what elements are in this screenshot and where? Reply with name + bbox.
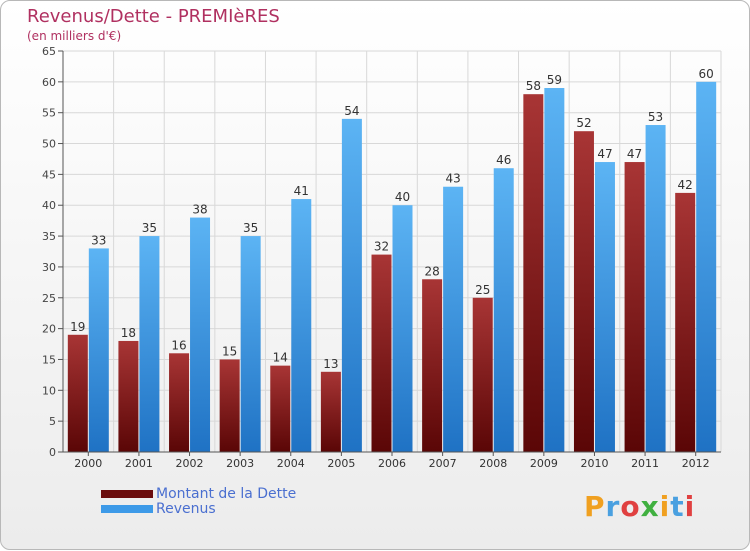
x-tick-label: 2006 bbox=[378, 457, 406, 470]
bar-debt bbox=[320, 371, 341, 452]
chart-subtitle: (en milliers d'€) bbox=[27, 29, 122, 43]
bar-revenus bbox=[291, 199, 312, 452]
bar-revenus bbox=[139, 236, 160, 452]
logo-letter: i bbox=[684, 490, 696, 523]
bar-debt bbox=[169, 353, 190, 452]
legend-label-debt: Montant de la Dette bbox=[156, 486, 297, 502]
bar-revenus bbox=[341, 118, 362, 452]
bar-debt bbox=[422, 279, 443, 452]
data-label-revenus: 54 bbox=[344, 104, 359, 118]
legend-swatch-debt bbox=[101, 490, 153, 498]
bar-debt bbox=[219, 359, 240, 452]
y-tick-label: 20 bbox=[42, 323, 56, 336]
data-label-debt: 52 bbox=[576, 116, 591, 130]
bar-debt bbox=[371, 254, 392, 452]
bar-revenus bbox=[645, 125, 666, 453]
data-label-debt: 25 bbox=[475, 283, 490, 297]
y-tick-label: 15 bbox=[42, 353, 56, 366]
data-label-revenus: 38 bbox=[192, 203, 207, 217]
bar-revenus bbox=[190, 217, 211, 452]
data-label-debt: 28 bbox=[424, 264, 439, 278]
bar-revenus bbox=[493, 168, 514, 452]
bar-revenus bbox=[88, 248, 109, 452]
data-label-revenus: 53 bbox=[648, 110, 663, 124]
logo-letter: r bbox=[605, 490, 621, 523]
data-label-revenus: 35 bbox=[243, 221, 258, 235]
axes: 0 5 10 15 20 25 30 35 40 45 50 55 60 65 2000 2001 2002 20… bbox=[42, 45, 721, 470]
data-label-debt: 42 bbox=[678, 178, 693, 192]
x-tick-label: 2004 bbox=[277, 457, 305, 470]
data-label-revenus: 59 bbox=[547, 73, 562, 87]
x-tick-label: 2011 bbox=[631, 457, 659, 470]
data-label-debt: 19 bbox=[70, 320, 85, 334]
x-tick-label: 2008 bbox=[479, 457, 507, 470]
data-label-debt: 58 bbox=[526, 79, 541, 93]
x-tick-label: 2005 bbox=[327, 457, 355, 470]
data-label-revenus: 47 bbox=[597, 147, 612, 161]
y-tick-label: 0 bbox=[49, 446, 56, 459]
grid-lines bbox=[62, 50, 722, 453]
x-tick-label: 2010 bbox=[580, 457, 608, 470]
data-label-revenus: 60 bbox=[699, 67, 714, 81]
bar-debt bbox=[472, 297, 493, 452]
x-tick-label: 2002 bbox=[176, 457, 204, 470]
y-tick-label: 50 bbox=[42, 138, 56, 151]
data-label-revenus: 40 bbox=[395, 190, 410, 204]
data-label-debt: 16 bbox=[171, 338, 186, 352]
bar-revenus bbox=[392, 205, 413, 452]
data-label-revenus: 41 bbox=[294, 184, 309, 198]
data-label-debt: 47 bbox=[627, 147, 642, 161]
bar-revenus bbox=[544, 88, 565, 452]
y-tick-label: 25 bbox=[42, 292, 56, 305]
data-label-debt: 13 bbox=[323, 357, 338, 371]
bar-debt bbox=[270, 365, 291, 452]
logo-letter: t bbox=[670, 490, 685, 523]
data-label-debt: 18 bbox=[121, 326, 136, 340]
data-label-revenus: 46 bbox=[496, 153, 511, 167]
logo-letter: o bbox=[620, 490, 641, 523]
x-tick-label: 2003 bbox=[226, 457, 254, 470]
y-tick-label: 45 bbox=[42, 168, 56, 181]
y-tick-label: 30 bbox=[42, 261, 56, 274]
legend-label-revenus: Revenus bbox=[156, 501, 216, 517]
bar-debt bbox=[523, 94, 544, 452]
logo-letter: P bbox=[584, 490, 606, 523]
x-tick-label: 2001 bbox=[125, 457, 153, 470]
x-tick-label: 2009 bbox=[530, 457, 558, 470]
y-tick-label: 5 bbox=[49, 415, 56, 428]
y-tick-label: 10 bbox=[42, 384, 56, 397]
chart-title: Revenus/Dette - PREMIèRES bbox=[27, 6, 280, 27]
bar-revenus bbox=[594, 162, 615, 453]
x-tick-label: 2007 bbox=[429, 457, 457, 470]
bar-debt bbox=[675, 192, 696, 452]
data-label-debt: 14 bbox=[273, 351, 288, 365]
x-tick-label: 2000 bbox=[74, 457, 102, 470]
bar-revenus bbox=[696, 81, 717, 452]
proxiti-logo: Proxiti bbox=[584, 490, 695, 523]
bar-revenus bbox=[443, 186, 464, 452]
value-labels: 19 33 18 35 16 38 15 35 14 41 13 54 32 40 28 43 25 46 58 59… bbox=[70, 67, 714, 371]
y-tick-label: 60 bbox=[42, 76, 56, 89]
data-label-debt: 15 bbox=[222, 344, 237, 358]
y-tick-label: 40 bbox=[42, 199, 56, 212]
bars bbox=[67, 81, 717, 453]
data-label-revenus: 35 bbox=[142, 221, 157, 235]
data-label-debt: 32 bbox=[374, 240, 389, 254]
x-tick-label: 2012 bbox=[682, 457, 710, 470]
bar-debt bbox=[624, 162, 645, 453]
bar-debt bbox=[573, 131, 594, 452]
bar-debt bbox=[67, 334, 88, 452]
data-label-revenus: 33 bbox=[91, 233, 106, 247]
bar-debt bbox=[118, 340, 139, 452]
bar-revenus bbox=[240, 236, 261, 452]
logo-letter: x bbox=[640, 490, 660, 523]
y-tick-label: 35 bbox=[42, 230, 56, 243]
data-label-revenus: 43 bbox=[445, 172, 460, 186]
y-tick-label: 55 bbox=[42, 107, 56, 120]
logo-letter: i bbox=[659, 490, 671, 523]
legend-swatch-revenus bbox=[101, 505, 153, 513]
y-tick-label: 65 bbox=[42, 45, 56, 58]
